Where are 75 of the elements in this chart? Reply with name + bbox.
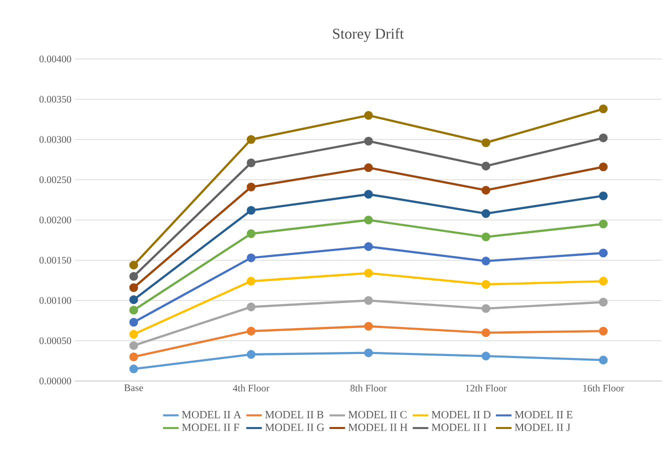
legend-label: MODEL II E bbox=[514, 410, 572, 418]
point bbox=[129, 272, 138, 281]
legend-label: MODEL II B bbox=[265, 410, 324, 418]
point bbox=[364, 216, 373, 224]
point bbox=[129, 341, 138, 350]
point bbox=[598, 298, 608, 306]
point bbox=[129, 330, 138, 339]
point bbox=[129, 295, 138, 304]
y-tick-label: 0.00400 bbox=[39, 56, 72, 62]
point bbox=[482, 256, 490, 266]
y-tick-label: 0.00300 bbox=[39, 136, 72, 143]
point bbox=[246, 326, 256, 336]
legend-label: MODEL II J bbox=[514, 424, 570, 432]
y-tick-label: 0.00200 bbox=[39, 216, 72, 224]
point bbox=[364, 136, 373, 146]
chart-title: Storey Drift bbox=[333, 28, 404, 42]
point bbox=[598, 276, 608, 286]
point bbox=[598, 162, 608, 172]
point bbox=[246, 276, 256, 286]
point bbox=[598, 104, 608, 114]
point bbox=[364, 296, 373, 305]
point bbox=[246, 182, 256, 192]
x-tick-label: Base bbox=[124, 384, 144, 392]
point bbox=[129, 364, 138, 374]
point bbox=[246, 158, 256, 168]
point bbox=[246, 135, 256, 144]
point bbox=[598, 356, 608, 364]
legend-label: MODEL II C bbox=[348, 410, 407, 418]
point bbox=[364, 322, 373, 331]
point bbox=[482, 138, 490, 148]
point bbox=[364, 163, 373, 172]
point bbox=[364, 268, 373, 278]
y-tick-label: 0.00250 bbox=[39, 176, 72, 184]
point bbox=[482, 280, 490, 289]
legend-label: MODEL II F bbox=[182, 424, 240, 432]
point bbox=[598, 248, 608, 258]
x-tick-label: 8th Floor bbox=[350, 384, 387, 392]
point bbox=[129, 318, 138, 327]
x-tick-label: 12th Floor bbox=[466, 384, 507, 392]
y-tick-label: 0.00050 bbox=[39, 337, 72, 344]
legend-label: MODEL II A bbox=[182, 410, 242, 418]
legend-label: MODEL II D bbox=[432, 410, 490, 418]
point bbox=[246, 229, 256, 238]
point bbox=[364, 190, 373, 199]
point bbox=[246, 302, 256, 312]
legend-label: MODEL II H bbox=[348, 424, 408, 432]
point bbox=[246, 350, 256, 359]
point bbox=[129, 352, 138, 362]
point bbox=[598, 326, 608, 336]
point bbox=[482, 186, 490, 195]
point bbox=[482, 304, 490, 313]
point bbox=[598, 191, 608, 200]
x-tick-label: 16th Floor bbox=[583, 384, 624, 392]
point bbox=[598, 220, 608, 228]
point bbox=[598, 134, 608, 142]
point bbox=[246, 253, 256, 262]
point bbox=[482, 232, 490, 242]
point bbox=[482, 162, 490, 170]
point bbox=[129, 306, 138, 315]
legend-label: MODEL II G bbox=[265, 424, 324, 432]
y-tick-label: 0.00350 bbox=[39, 96, 72, 103]
point bbox=[364, 242, 373, 251]
x-tick-label: 4th Floor bbox=[232, 384, 270, 392]
legend-label: MODEL II I bbox=[432, 424, 486, 432]
point bbox=[482, 328, 490, 338]
point bbox=[129, 260, 138, 270]
point bbox=[129, 283, 138, 292]
point bbox=[246, 206, 256, 215]
y-tick-label: 0.00000 bbox=[39, 378, 72, 384]
y-tick-label: 0.00100 bbox=[39, 297, 72, 304]
point bbox=[482, 352, 490, 360]
point bbox=[364, 110, 373, 120]
point bbox=[364, 348, 373, 358]
point bbox=[482, 209, 490, 218]
y-tick-label: 0.00150 bbox=[39, 256, 72, 264]
